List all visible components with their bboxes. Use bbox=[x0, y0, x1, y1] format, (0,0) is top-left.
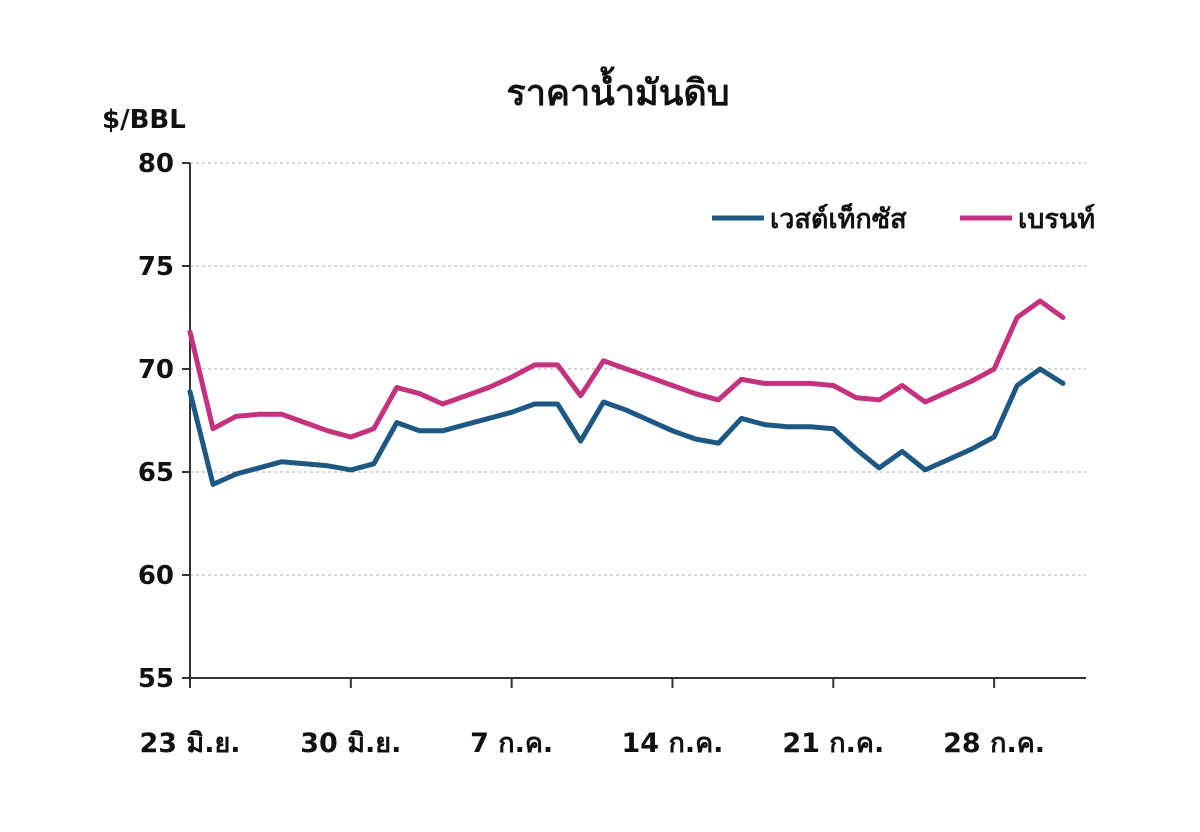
x-tick-label: 7 ก.ค. bbox=[470, 728, 553, 759]
y-tick-labels: 80 75 70 65 60 55 bbox=[138, 149, 174, 694]
legend: เวสต์เท็กซัส เบรนท์ bbox=[712, 201, 1095, 235]
y-tick-label: 80 bbox=[138, 149, 174, 179]
x-tick-label: 30 มิ.ย. bbox=[300, 728, 401, 759]
x-tick-label: 21 ก.ค. bbox=[782, 728, 884, 759]
y-tick-label: 60 bbox=[138, 561, 174, 591]
y-axis-unit-label: $/BBL bbox=[102, 105, 186, 135]
series-line-2 bbox=[187, 298, 1066, 440]
legend-label-2: เบรนท์ bbox=[1018, 203, 1095, 235]
x-tick-label: 14 ก.ค. bbox=[622, 728, 724, 759]
series-lines bbox=[187, 298, 1066, 487]
y-tick-label: 75 bbox=[138, 252, 174, 282]
x-tick-label: 28 ก.ค. bbox=[943, 728, 1045, 759]
series-line-1 bbox=[187, 366, 1066, 487]
y-tick-label: 65 bbox=[138, 458, 174, 488]
chart-title: ราคาน้ำมันดิบ bbox=[506, 66, 729, 114]
x-tick-labels: 23 มิ.ย. 30 มิ.ย. 7 ก.ค. 14 ก.ค. 21 ก.ค. 28 ก… bbox=[139, 728, 1045, 759]
y-tick-label: 55 bbox=[138, 664, 174, 694]
legend-label-1: เวสต์เท็กซัส bbox=[770, 201, 907, 235]
axes bbox=[182, 162, 1086, 688]
gridlines bbox=[190, 162, 1086, 576]
y-tick-label: 70 bbox=[138, 355, 174, 385]
x-tick-label: 23 มิ.ย. bbox=[139, 728, 240, 759]
